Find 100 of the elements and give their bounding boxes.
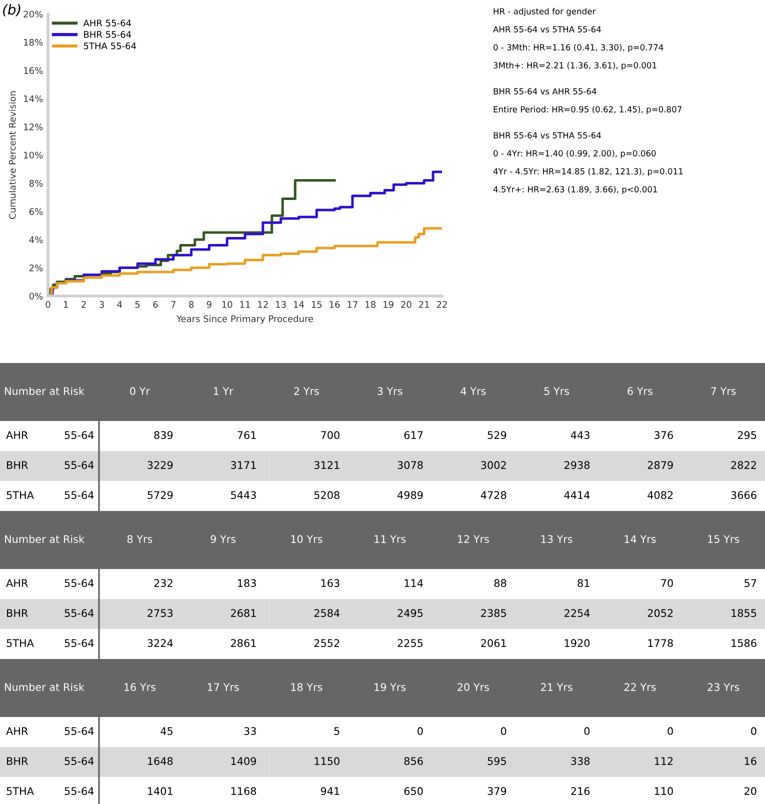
y-tick-label: 4% xyxy=(29,236,43,244)
x-tick-label: 22 Yrs xyxy=(624,683,656,692)
x-tick-label: 9 xyxy=(206,301,212,308)
data-label: 2879 xyxy=(648,461,673,470)
data-label: 110 xyxy=(654,787,673,796)
x-tick-label: 10 Yrs xyxy=(291,535,322,544)
data-label: 3666 xyxy=(731,491,756,500)
y-axis-title: Cumulative Percent Revision xyxy=(8,91,16,219)
x-tick-label: 3 xyxy=(100,301,104,308)
data-label: 338 xyxy=(571,757,590,766)
y-tick-label: 12% xyxy=(24,124,43,130)
x-tick-label: 21 xyxy=(419,301,429,308)
text: BHR 55-64 vs 5THA 55-64 xyxy=(494,132,601,138)
data-label: 761 xyxy=(238,431,256,440)
data-label: 1920 xyxy=(564,639,590,648)
text: 0 - 4Yr: HR=1.40 (0.99, 2.00), p=0.060 xyxy=(494,150,656,158)
x-tick-label: 3 Yrs xyxy=(378,387,402,396)
y-tick-label: 6% xyxy=(29,208,43,215)
y-tick-label: 18% xyxy=(24,38,43,46)
y-tick-label: 10% xyxy=(24,152,43,159)
x-tick-label: 7 Yrs xyxy=(711,387,736,396)
data-label: 443 xyxy=(570,431,590,440)
data-label: 2584 xyxy=(314,609,340,618)
x-tick-label: 14 xyxy=(294,301,304,308)
y2-tick-label: 55-64 xyxy=(64,787,94,796)
x-tick-label: 8 xyxy=(189,301,194,308)
data-label: 1855 xyxy=(732,609,756,618)
x-tick-label: 6 xyxy=(153,301,158,308)
data-label: 5729 xyxy=(148,491,173,500)
x-tick-label: 1 Yr xyxy=(214,387,234,395)
data-label: 2753 xyxy=(148,609,173,618)
x-tick-label: 5 xyxy=(135,301,140,308)
data-label: 3002 xyxy=(481,461,506,470)
y-axis-title: Number at Risk xyxy=(5,682,84,692)
y-tick-label: 8% xyxy=(29,180,43,187)
x-tick-label: 11 Yrs xyxy=(374,535,406,544)
data-label: 0 xyxy=(418,727,423,736)
data-label: 0 xyxy=(500,727,506,736)
data-label: 20 xyxy=(744,787,756,796)
y-tick-label: BHR xyxy=(7,609,28,617)
x-tick-label: 20 xyxy=(401,301,412,308)
data-label: 1778 xyxy=(648,639,673,648)
x-tick-label: 0 xyxy=(46,301,50,308)
x-tick-label: 8 Yrs xyxy=(127,535,152,544)
y-tick-label: BHR xyxy=(7,757,28,765)
x-tick-label: 11 xyxy=(240,301,250,308)
data-label: 856 xyxy=(404,757,423,766)
data-label: 5208 xyxy=(314,491,340,500)
y2-tick-label: 55-64 xyxy=(64,727,94,736)
x-tick-label: 15 xyxy=(312,301,322,308)
y-tick-label: AHR xyxy=(6,579,28,587)
data-label: 2681 xyxy=(231,609,256,618)
y2-tick-label: 55-64 xyxy=(64,579,94,588)
text: Entire Period: HR=0.95 (0.62, 1.45), p=0.807 xyxy=(494,106,682,114)
data-label: 2552 xyxy=(314,639,340,648)
y-axis-title: Number at Risk xyxy=(5,534,84,544)
data-label: 1648 xyxy=(148,757,173,766)
y2-tick-label: 55-64 xyxy=(64,461,94,470)
data-label: 45 xyxy=(160,727,172,736)
y-tick-label: 20% xyxy=(24,10,43,18)
data-label: 941 xyxy=(320,787,340,796)
data-label: 3078 xyxy=(398,461,423,470)
data-label: 839 xyxy=(154,431,173,440)
data-label: 529 xyxy=(488,431,506,440)
x-tick-label: 2 xyxy=(82,301,86,308)
x-axis-title: Years Since Primary Procedure xyxy=(176,315,314,324)
legend-label: BHR 55-64 xyxy=(84,31,132,38)
x-tick-label: 17 xyxy=(348,301,358,308)
x-tick-label: 10 xyxy=(222,301,232,308)
data-label: 183 xyxy=(238,579,256,588)
y-axis-title: Number at Risk xyxy=(5,386,84,396)
data-label: 2255 xyxy=(398,639,423,648)
y2-tick-label: 55-64 xyxy=(64,609,94,618)
data-label: 617 xyxy=(404,431,423,440)
x-tick-label: 6 Yrs xyxy=(628,387,652,396)
x-tick-label: 12 Yrs xyxy=(458,535,489,544)
data-label: 0 xyxy=(584,727,590,736)
data-label: 2938 xyxy=(564,461,590,470)
text: 0 - 3Mth: HR=1.16 (0.41, 3.30), p=0.774 xyxy=(494,44,664,52)
x-tick-label: 21 Yrs xyxy=(541,683,572,692)
data-label: 0 xyxy=(751,727,756,736)
text: AHR 55-64 vs 5THA 55-64 xyxy=(493,26,601,32)
data-label: 33 xyxy=(244,727,256,736)
data-label: 1409 xyxy=(231,757,256,766)
x-tick-label: 13 xyxy=(276,301,286,308)
y-tick-label: 2% xyxy=(29,264,43,272)
legend-label: 5THA 55-64 xyxy=(84,42,136,50)
x-tick-label: 0 Yr xyxy=(130,387,150,396)
text: BHR 55-64 vs AHR 55-64 xyxy=(494,88,596,94)
y-tick-label: 5THA xyxy=(6,491,34,500)
data-label: 4082 xyxy=(648,491,673,500)
x-tick-label: 20 Yrs xyxy=(458,683,489,692)
x-tick-label: 4 xyxy=(117,301,122,308)
x-tick-label: 14 Yrs xyxy=(624,535,656,544)
x-tick-label: 1 xyxy=(64,301,68,308)
y2-tick-label: 55-64 xyxy=(64,757,94,766)
x-tick-label: 5 Yrs xyxy=(544,387,570,396)
y2-tick-label: 55-64 xyxy=(64,639,94,648)
data-label: 1586 xyxy=(732,639,756,648)
data-label: 216 xyxy=(571,787,590,796)
